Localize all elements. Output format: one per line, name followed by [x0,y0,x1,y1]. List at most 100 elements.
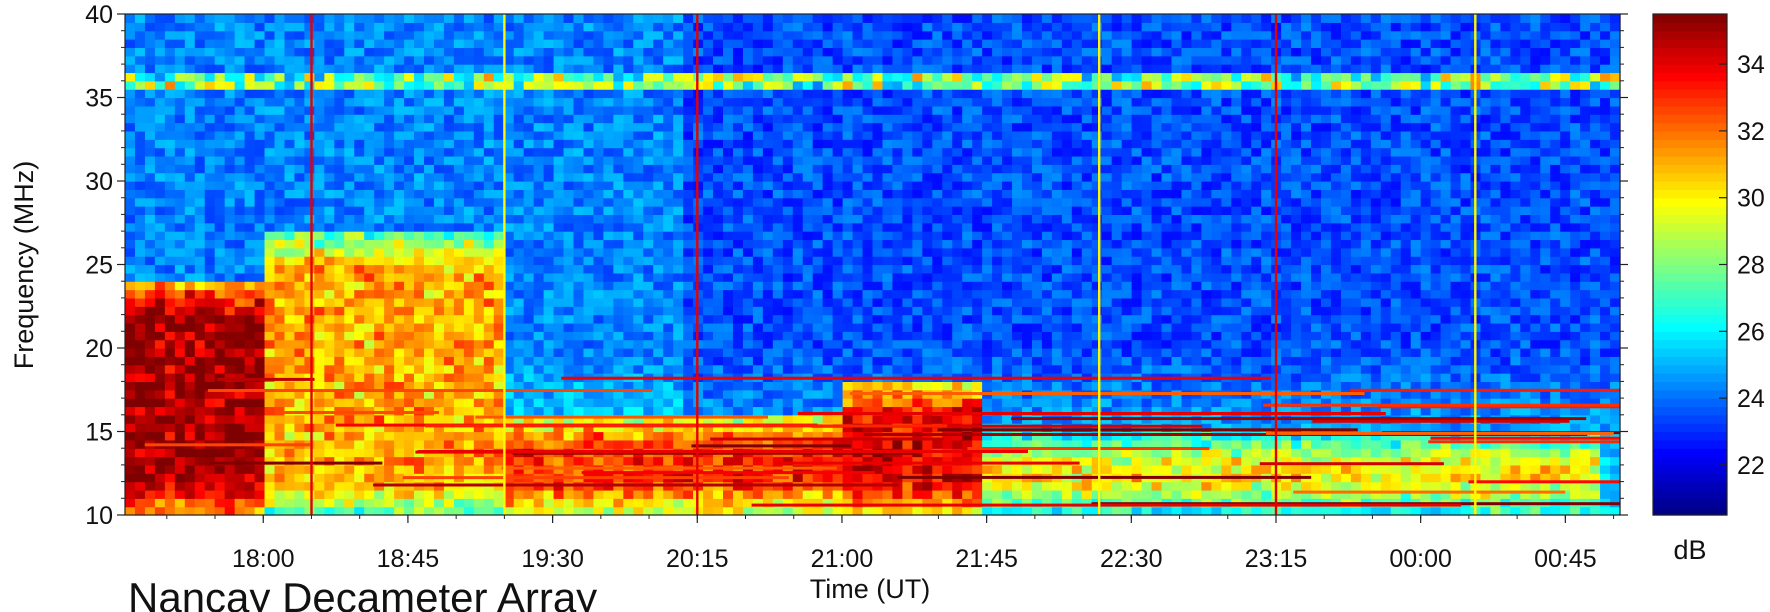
spectrogram-cell [134,155,146,165]
spectrogram-cell [932,481,943,491]
spectrogram-cell [424,197,435,207]
spectrogram-cell [563,130,575,140]
spectrogram-cell [623,22,634,32]
spectrogram-cell [404,297,415,307]
spectrogram-cell [593,498,604,508]
spectrogram-cell [473,22,485,32]
spectrogram-cell [364,39,375,48]
spectrogram-cell [573,439,585,449]
spectrogram-cell [414,214,425,224]
spectrogram-cell [224,348,236,357]
spectrogram-cell [922,256,933,266]
spectrogram-cell [553,222,565,232]
spectrogram-cell [673,122,684,132]
spectrogram-cell [513,189,525,199]
spectrogram-cell [792,322,804,332]
spectrogram-cell [324,80,335,90]
spectrogram-cell [593,197,604,207]
spectrogram-cell [194,147,206,157]
spectrogram-cell [713,130,724,140]
spectrogram-cell [613,147,624,157]
spectrogram-cell [553,289,565,299]
spectrogram-cell [872,348,884,357]
spectrogram-cell [294,339,305,349]
spectrogram-cell [424,331,435,341]
spectrogram-cell [643,197,654,207]
spectrogram-cell [194,398,206,408]
spectrogram-cell [752,189,764,199]
spectrogram-cell [214,297,226,307]
spectrogram-plot-area [124,13,1621,516]
spectrogram-cell [842,356,854,366]
spectrogram-cell [194,47,206,57]
spectrogram-cell [264,339,276,349]
spectrogram-cell [214,348,226,357]
spectrogram-cell [354,498,365,508]
spectrogram-cell [822,206,834,215]
spectrogram-cell [613,331,624,341]
spectrogram-cell [473,264,485,274]
spectrogram-cell [424,306,435,316]
spectrogram-cell [603,14,614,23]
spectrogram-cell [324,206,335,215]
spectrogram-cell [304,414,315,424]
spectrogram-cell [404,139,415,149]
spectrogram-cell [533,30,545,40]
spectrogram-cell [204,80,216,90]
spectrogram-cell [812,181,824,190]
spectrogram-cell [234,239,246,249]
spectrogram-cell [334,214,345,224]
spectrogram-cell [613,339,624,349]
spectrogram-cell [802,381,814,391]
spectrogram-cell [942,256,953,266]
spectrogram-cell [284,406,296,416]
spectrogram-cell [882,181,894,190]
spectrogram-cell [184,55,196,65]
spectrogram-cell [663,14,674,23]
spectrogram-cell [274,189,286,199]
spectrogram-cell [394,189,405,199]
spectrogram-cell [354,72,365,82]
spectrogram-cell [752,22,764,32]
spectrogram-cell [852,55,864,65]
spectrogram-cell [154,197,166,207]
spectrogram-cell [394,331,405,341]
spectrogram-cell [742,147,754,157]
spectrogram-cell [713,22,724,32]
spectrogram-cell [304,39,315,48]
spectrogram-cell [643,256,654,266]
spectrogram-cell [752,14,764,23]
spectrogram-cell [822,55,834,65]
spectrogram-cell [214,423,226,433]
spectrogram-cell [125,64,136,74]
spectrogram-cell [134,506,146,516]
spectrogram-cell [214,172,226,182]
spectrogram-cell [892,39,903,48]
spectrogram-cell [184,239,196,249]
spectrogram-cell [244,272,256,282]
spectrogram-cell [822,147,834,157]
spectrogram-cell [852,414,864,424]
spectrogram-cell [374,439,385,449]
spectrogram-cell [762,297,774,307]
spectrogram-cell [414,47,425,57]
spectrogram-cell [842,381,854,391]
spectrogram-cell [424,314,435,324]
spectrogram-cell [394,473,405,483]
spectrogram-cell [244,130,256,140]
spectrogram-cell [264,489,276,499]
spectrogram-cell [723,489,734,499]
spectrogram-cell [683,348,694,357]
spectrogram-cell [304,14,315,23]
spectrogram-cell [782,289,794,299]
spectrogram-cell [583,272,595,282]
spectrogram-cell [742,322,754,332]
spectrogram-cell [374,64,385,74]
spectrogram-cell [274,231,286,241]
spectrogram-cell [394,389,405,399]
spectrogram-cell [742,80,754,90]
spectrogram-cell [892,256,903,266]
spectrogram-cell [942,239,953,249]
spectrogram-cell [493,348,505,357]
spectrogram-cell [294,264,305,274]
